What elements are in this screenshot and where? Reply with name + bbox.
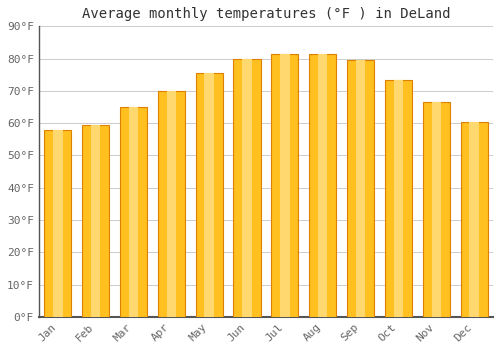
Bar [234, 58, 260, 317]
Bar [196, 73, 223, 317]
Bar [53, 130, 62, 317]
Bar [309, 54, 336, 317]
Bar [82, 125, 109, 317]
Bar [394, 79, 403, 317]
Bar [460, 121, 488, 317]
Bar [204, 73, 214, 317]
Bar [271, 54, 298, 317]
Bar [470, 121, 479, 317]
Bar [385, 79, 412, 317]
Bar [318, 54, 328, 317]
Bar [432, 102, 441, 317]
Bar [347, 60, 374, 317]
Bar [166, 91, 176, 317]
Bar [91, 125, 101, 317]
Bar [242, 58, 252, 317]
Bar [158, 91, 185, 317]
Bar [280, 54, 289, 317]
Bar [356, 60, 366, 317]
Title: Average monthly temperatures (°F ) in DeLand: Average monthly temperatures (°F ) in De… [82, 7, 450, 21]
Bar [44, 130, 72, 317]
Bar [120, 107, 147, 317]
Bar [422, 102, 450, 317]
Bar [128, 107, 138, 317]
